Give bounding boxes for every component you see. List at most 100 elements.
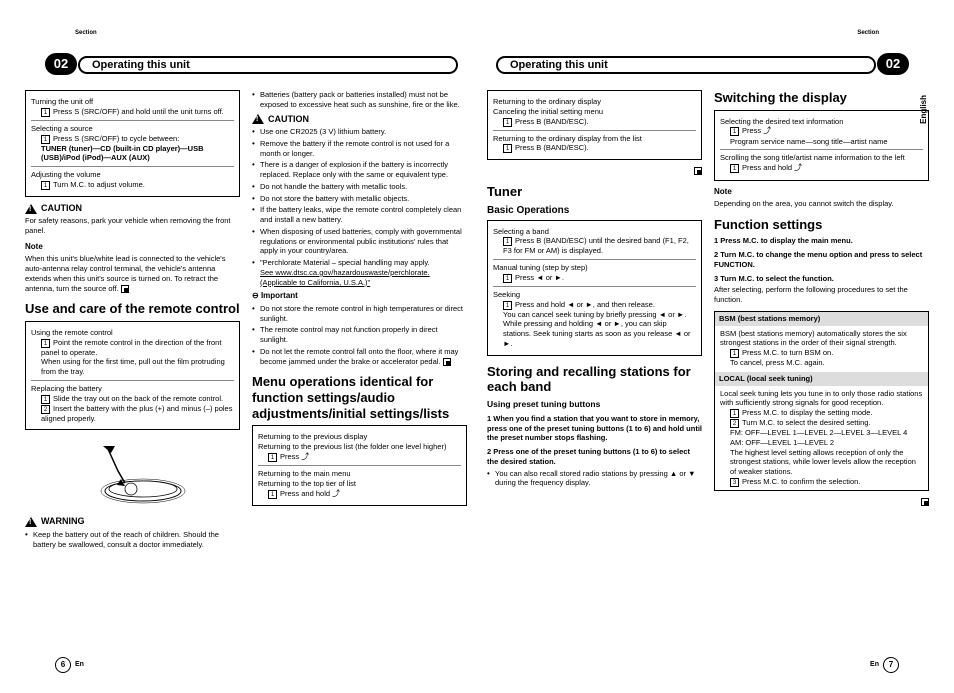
box-title: Returning to the top tier of list <box>258 479 461 489</box>
step-icon: 1 <box>730 409 739 418</box>
step-text: Program service name—song title—artist n… <box>730 137 923 147</box>
step-icon: 1 <box>41 395 50 404</box>
list-item: Do not handle the battery with metallic … <box>252 182 467 192</box>
step-text: You can cancel seek tuning by briefly pr… <box>503 310 696 320</box>
list-item: Do not store the battery with metallic o… <box>252 194 467 204</box>
step-icon: 1 <box>730 349 739 358</box>
subheading: Using preset tuning buttons <box>487 399 702 410</box>
box-tuner-ops: Selecting a band 1 Press B (BAND/ESC) unt… <box>487 220 702 356</box>
right-col1: Returning to the ordinary display Cancel… <box>487 90 702 673</box>
step-icon: 3 <box>730 478 739 487</box>
bullet-list: Batteries (battery pack or batteries ins… <box>252 90 467 110</box>
list-item: You can also recall stored radio station… <box>487 469 702 489</box>
list-item: Do not let the remote control fall onto … <box>252 347 467 367</box>
step-icon: 1 <box>503 274 512 283</box>
list-item: Keep the battery out of the reach of chi… <box>25 530 240 550</box>
box-title: Using the remote control <box>31 328 234 338</box>
step-text: Press M.C. to turn BSM on. <box>742 348 833 357</box>
end-icon <box>443 358 451 366</box>
box-title: Returning to the ordinary display from t… <box>493 134 696 144</box>
numbered-step: 3 Turn M.C. to select the function. <box>714 274 929 284</box>
heading: Switching the display <box>714 90 929 106</box>
caution-heading: CAUTION <box>25 203 240 215</box>
warning-icon <box>25 204 37 214</box>
important-list: Do not store the remote control in high … <box>252 304 467 367</box>
box-function-settings: BSM (best stations memory) BSM (best sta… <box>714 311 929 491</box>
list-item: If the battery leaks, wipe the remote co… <box>252 205 467 225</box>
caution-text: For safety reasons, park your vehicle wh… <box>25 216 240 236</box>
step-text: To cancel, press M.C. again. <box>730 358 923 368</box>
return-icon: ⤴ <box>332 489 340 499</box>
warning-list: Keep the battery out of the reach of chi… <box>25 530 240 550</box>
box-title: Adjusting the volume <box>31 170 234 180</box>
heading: Use and care of the remote control <box>25 301 240 317</box>
step-text: Press M.C. to display the setting mode. <box>742 408 872 417</box>
heading: Storing and recalling stations for each … <box>487 364 702 395</box>
left-page: Turning the unit off 1Press S (SRC/OFF) … <box>25 45 467 673</box>
heading: Tuner <box>487 184 702 200</box>
return-icon: ⤴ <box>763 126 771 136</box>
box-title: Returning to the previous display <box>258 432 461 442</box>
return-icon: ⤴ <box>794 163 802 173</box>
step-text: After selecting, perform the following p… <box>714 285 929 305</box>
numbered-step: 1 Press M.C. to display the main menu. <box>714 236 929 246</box>
step-text: Point the remote control in the directio… <box>41 338 221 357</box>
list-item: Use one CR2025 (3 V) lithium battery. <box>252 127 467 137</box>
end-icon <box>694 167 702 175</box>
box-title: Returning to the previous list (the fold… <box>258 442 461 452</box>
box-text: BSM (best stations memory) automatically… <box>720 329 923 349</box>
section-label-left: Section <box>75 30 97 38</box>
step-text: Press and hold ◄ or ►, and then release. <box>515 300 655 309</box>
step-icon: 1 <box>41 181 50 190</box>
page-lang: En <box>75 660 84 669</box>
step-text: Press <box>280 452 299 461</box>
list-item: The remote control may not function prop… <box>252 325 467 345</box>
numbered-step: 2 Turn M.C. to change the menu option an… <box>714 250 929 270</box>
step-text: Press B (BAND/ESC). <box>515 143 589 152</box>
important-heading: ⊖ Important <box>252 291 467 301</box>
list-item: Do not store the remote control in high … <box>252 304 467 324</box>
step-text: Insert the battery with the plus (+) and… <box>41 404 232 423</box>
right-page: Returning to the ordinary display Cancel… <box>487 45 929 673</box>
section-label-right: Section <box>857 30 879 38</box>
step-text: FM: OFF—LEVEL 1—LEVEL 2—LEVEL 3—LEVEL 4 <box>730 428 923 438</box>
step-text: While pressing and holding ◄ or ►, you c… <box>503 319 696 348</box>
box-return-display: Returning to the ordinary display Cancel… <box>487 90 702 160</box>
step-text: Press B (BAND/ESC). <box>515 117 589 126</box>
caution-list: Use one CR2025 (3 V) lithium battery. Re… <box>252 127 467 287</box>
step-icon: 1 <box>268 453 277 462</box>
box-title: Replacing the battery <box>31 384 234 394</box>
step-text: TUNER (tuner)—CD (built-in CD player)—US… <box>41 144 234 164</box>
list-item: Batteries (battery pack or batteries ins… <box>252 90 467 110</box>
page-number-right: En 7 <box>870 657 899 673</box>
note-label: Note <box>25 242 240 252</box>
box-header: LOCAL (local seek tuning) <box>715 372 928 386</box>
step-text: The highest level setting allows recepti… <box>730 448 923 477</box>
box-remote: Using the remote control 1 Point the remo… <box>25 321 240 431</box>
caution-heading: CAUTION <box>252 114 467 126</box>
step-icon: 1 <box>730 164 739 173</box>
box-title: Selecting a band <box>493 227 696 237</box>
note-label: Note <box>714 187 929 197</box>
step-text: Press and hold <box>280 489 330 498</box>
box-title: Returning to the ordinary display <box>493 97 696 107</box>
step-text: Press S (SRC/OFF) and hold until the uni… <box>53 107 224 116</box>
bullet-list: You can also recall stored radio station… <box>487 469 702 489</box>
box-title: Manual tuning (step by step) <box>493 263 696 273</box>
numbered-step: 1 When you find a station that you want … <box>487 414 702 443</box>
step-text: Press M.C. to confirm the selection. <box>742 477 860 486</box>
box-switch-display: Selecting the desired text information 1… <box>714 110 929 181</box>
remote-illustration <box>25 438 240 508</box>
list-item: Remove the battery if the remote control… <box>252 139 467 159</box>
step-text: Press B (BAND/ESC) until the desired ban… <box>503 236 689 255</box>
end-icon <box>121 285 129 293</box>
box-title: Scrolling the song title/artist name inf… <box>720 153 923 163</box>
note-text: Depending on the area, you cannot switch… <box>714 199 929 209</box>
box-text: Local seek tuning lets you tune in to on… <box>720 389 923 409</box>
box-title: Seeking <box>493 290 696 300</box>
page-lang: En <box>870 660 879 669</box>
box-title: Selecting a source <box>31 124 234 134</box>
step-text: Slide the tray out on the back of the re… <box>53 394 223 403</box>
list-item: There is a danger of explosion if the ba… <box>252 160 467 180</box>
step-icon: 1 <box>268 490 277 499</box>
